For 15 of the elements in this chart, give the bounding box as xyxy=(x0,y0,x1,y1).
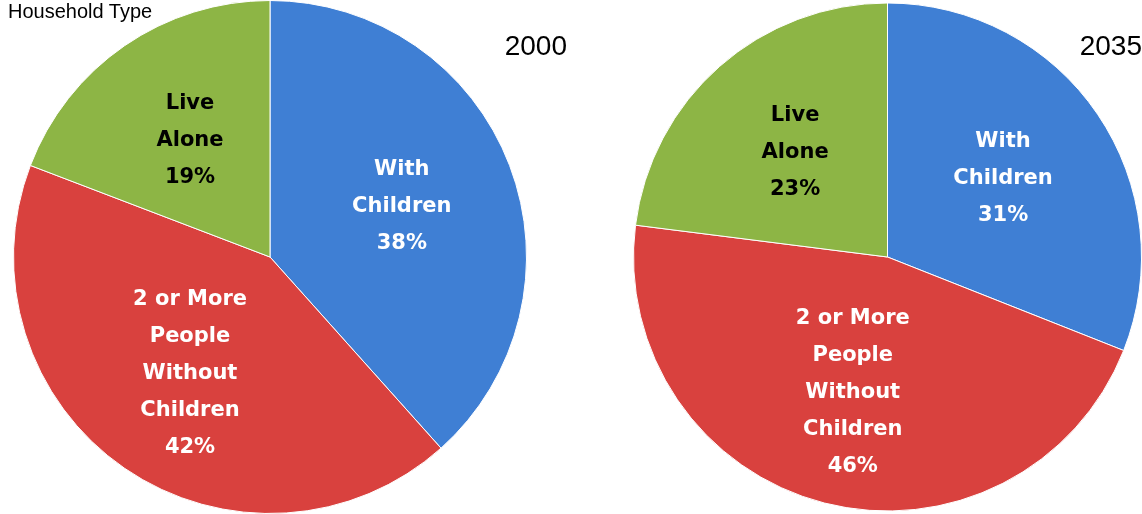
slice-label: Live Alone xyxy=(761,101,829,163)
data-label: 46% xyxy=(827,452,878,477)
text: Household Type xyxy=(8,0,153,23)
slice-label: 2 or More People Without Children xyxy=(133,285,247,421)
slice-label: 2 or More People Without Children xyxy=(795,304,910,440)
data-label: 23% xyxy=(769,175,821,200)
slice-label: With Children xyxy=(352,156,452,218)
text: 2000 xyxy=(504,30,567,62)
slice-label: Live Alone xyxy=(156,90,224,152)
slice-label: With Children xyxy=(953,127,1053,189)
text: 2035 xyxy=(1079,30,1142,62)
data-label: 42% xyxy=(164,433,216,458)
data-label: 31% xyxy=(977,201,1029,226)
data-label: 38% xyxy=(376,230,427,255)
data-label: 19% xyxy=(164,164,216,189)
